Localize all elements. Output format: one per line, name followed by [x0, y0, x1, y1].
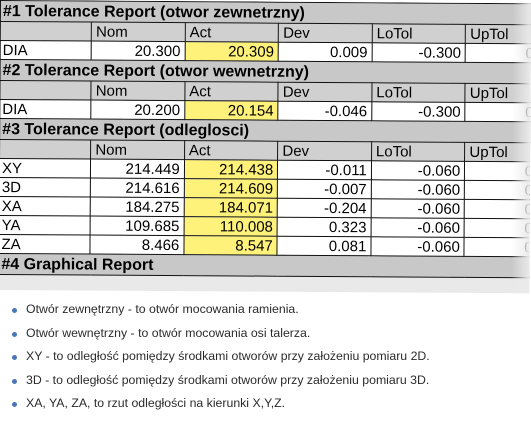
nom-value: 214.449 [90, 159, 185, 179]
lotol-value: -0.060 [370, 217, 465, 238]
header-dev: Dev [278, 82, 372, 102]
scanned-report-image: #1 Tolerance Report (otwor zewnetrzny) N… [0, 0, 531, 294]
lotol-value: -0.060 [371, 198, 465, 219]
header-blank [0, 80, 92, 101]
header-lotol: LoTol [371, 82, 466, 103]
lotol-value: -0.060 [370, 236, 465, 257]
row-label: XA [0, 196, 91, 217]
act-value: 8.547 [183, 235, 278, 256]
nom-value: 20.200 [91, 100, 185, 120]
header-act: Act [185, 22, 279, 43]
row-label: DIA [0, 40, 92, 61]
header-lotol: LoTol [371, 141, 465, 162]
header-nom: Nom [91, 81, 185, 101]
header-dev: Dev [277, 141, 372, 161]
header-dev: Dev [278, 23, 373, 43]
nom-value: 184.275 [90, 197, 185, 217]
list-item: Otwór zewnętrzny - to otwór mocowania ra… [12, 298, 531, 322]
dev-value: -0.011 [277, 160, 372, 180]
nom-value: 20.300 [91, 41, 186, 61]
nom-value: 109.685 [90, 216, 184, 236]
list-item: 3D - to odległość pomiędzy środkami otwo… [12, 369, 531, 393]
lotol-value: -0.300 [371, 101, 466, 122]
dev-value: -0.046 [278, 101, 372, 121]
row-label: ZA [0, 234, 91, 255]
header-blank [0, 139, 91, 160]
list-item: XA, YA, ZA, to rzut odległości na kierun… [12, 392, 531, 416]
section-4-title-row: #4 Graphical Report [0, 253, 531, 278]
header-lotol: LoTol [372, 23, 466, 44]
list-item: Otwór wewnętrzny - to otwór mocowania os… [12, 322, 531, 346]
row-label: 3D [0, 177, 91, 198]
list-item: XY - to odległość pomiędzy środkami otwo… [12, 345, 531, 369]
dev-value: -0.204 [277, 198, 372, 218]
dev-value: -0.007 [277, 179, 372, 199]
act-value: 110.008 [183, 216, 278, 237]
scan-fade-edge [511, 3, 531, 294]
notes-list: Otwór zewnętrzny - to otwór mocowania ra… [0, 298, 531, 416]
act-value: 20.309 [184, 41, 279, 62]
act-value: 184.071 [183, 197, 278, 218]
nom-value: 8.466 [90, 235, 184, 255]
tolerance-report-table: #1 Tolerance Report (otwor zewnetrzny) N… [0, 0, 531, 278]
act-value: 214.438 [184, 159, 278, 180]
act-value: 20.154 [184, 100, 279, 121]
lotol-value: -0.300 [371, 42, 466, 63]
row-label: XY [0, 158, 91, 179]
row-label: DIA [0, 99, 92, 120]
header-nom: Nom [91, 22, 186, 42]
lotol-value: -0.060 [371, 179, 465, 200]
lotol-value: -0.060 [371, 160, 465, 181]
row-label: YA [0, 215, 91, 236]
header-act: Act [184, 81, 279, 102]
act-value: 214.609 [184, 178, 278, 199]
nom-value: 214.616 [90, 178, 185, 198]
dev-value: 0.081 [277, 236, 371, 256]
header-act: Act [184, 140, 278, 161]
header-nom: Nom [90, 140, 185, 160]
section-title: #4 Graphical Report [0, 253, 531, 278]
header-blank [0, 21, 92, 42]
dev-value: 0.323 [277, 217, 372, 237]
dev-value: 0.009 [278, 42, 373, 62]
